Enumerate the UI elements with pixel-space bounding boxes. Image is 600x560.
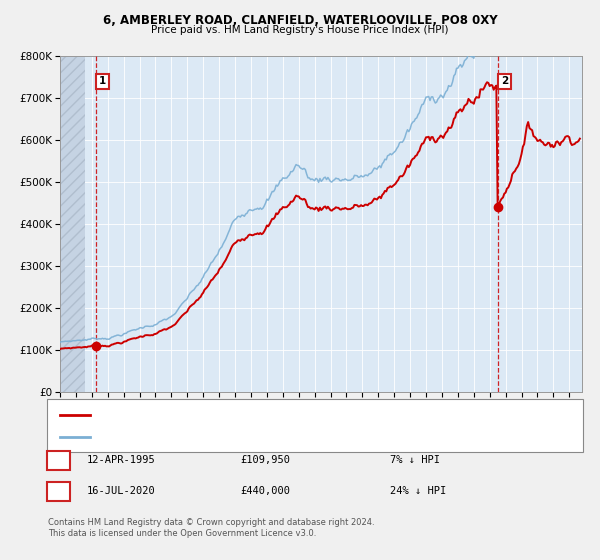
Text: 1: 1: [99, 76, 106, 86]
Text: 24% ↓ HPI: 24% ↓ HPI: [390, 486, 446, 496]
Text: 16-JUL-2020: 16-JUL-2020: [87, 486, 156, 496]
Text: £109,950: £109,950: [240, 455, 290, 465]
Bar: [60, 56, 85, 392]
Text: 6, AMBERLEY ROAD, CLANFIELD, WATERLOOVILLE, PO8 0XY (detached house): 6, AMBERLEY ROAD, CLANFIELD, WATERLOOVIL…: [96, 410, 464, 419]
Text: 1: 1: [55, 455, 62, 465]
Text: Price paid vs. HM Land Registry's House Price Index (HPI): Price paid vs. HM Land Registry's House …: [151, 25, 449, 35]
Text: HPI: Average price, detached house, East Hampshire: HPI: Average price, detached house, East…: [96, 432, 347, 441]
Text: 12-APR-1995: 12-APR-1995: [87, 455, 156, 465]
Text: Contains HM Land Registry data © Crown copyright and database right 2024.
This d: Contains HM Land Registry data © Crown c…: [48, 518, 374, 538]
Text: 7% ↓ HPI: 7% ↓ HPI: [390, 455, 440, 465]
Text: 2: 2: [501, 76, 508, 86]
Text: 2: 2: [55, 486, 62, 496]
Text: 6, AMBERLEY ROAD, CLANFIELD, WATERLOOVILLE, PO8 0XY: 6, AMBERLEY ROAD, CLANFIELD, WATERLOOVIL…: [103, 14, 497, 27]
Text: £440,000: £440,000: [240, 486, 290, 496]
